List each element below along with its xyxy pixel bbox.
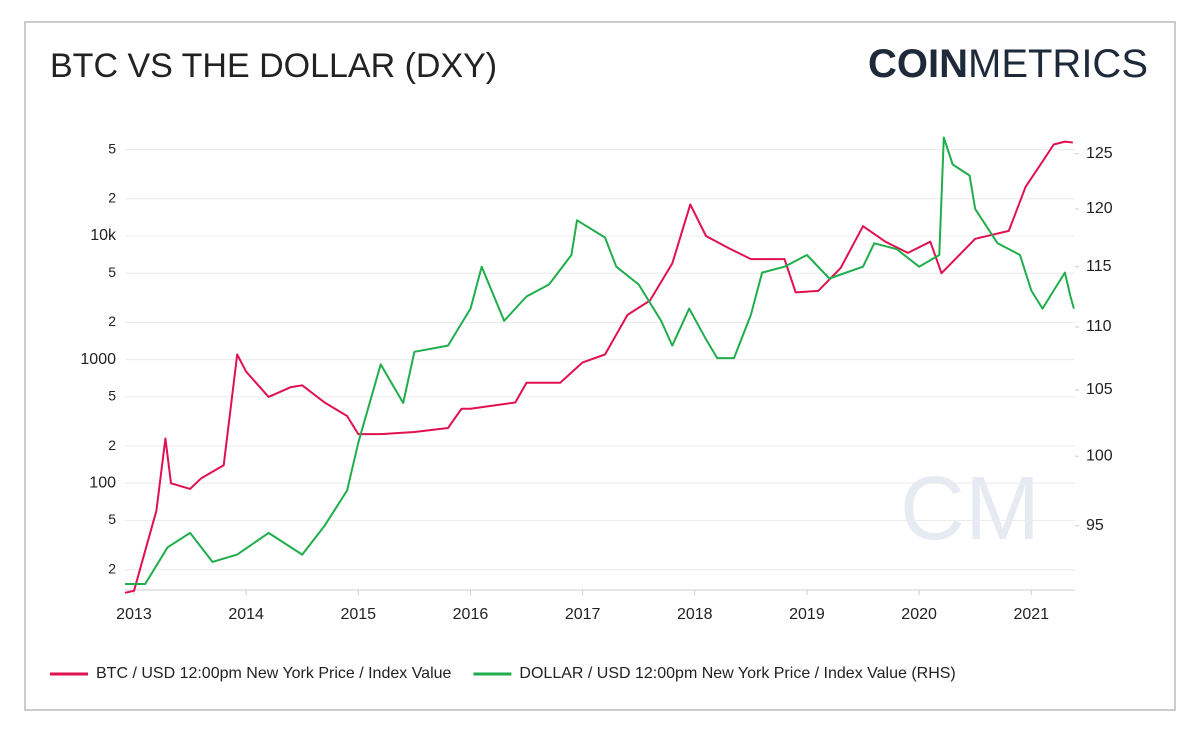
y-tick-label: 5	[108, 511, 116, 527]
frame	[24, 21, 1176, 711]
y-tick-label: 100	[89, 474, 116, 491]
y-tick-label: 10k	[90, 227, 117, 244]
x-tick-label: 2016	[453, 606, 489, 623]
y-tick-label: 1000	[80, 351, 116, 368]
y-tick-label: 5	[108, 388, 116, 404]
y2-tick-label: 100	[1086, 447, 1113, 464]
logo: COINMETRICS	[868, 42, 1148, 86]
x-tick-label: 2013	[116, 606, 152, 623]
y2-tick-label: 110	[1086, 318, 1112, 335]
series-line	[125, 136, 1075, 585]
y2-tick-label: 95	[1086, 517, 1104, 534]
y-tick-label: 5	[108, 264, 116, 280]
y2-tick-label: 125	[1086, 145, 1113, 162]
x-tick-label: 2014	[228, 606, 264, 623]
y-tick-label: 2	[108, 313, 116, 329]
x-tick-label: 2015	[340, 606, 376, 623]
legend-label: BTC / USD 12:00pm New York Price / Index…	[96, 665, 452, 682]
series-line	[124, 140, 1073, 594]
x-tick-label: 2019	[789, 606, 825, 623]
y2-tick-label: 120	[1086, 200, 1113, 217]
legend-label: DOLLAR / USD 12:00pm New York Price / In…	[519, 665, 955, 682]
watermark: CM	[900, 459, 1040, 559]
y-tick-label: 2	[108, 560, 116, 576]
logo-light: METRICS	[968, 42, 1148, 86]
y-tick-label: 2	[108, 437, 116, 453]
y-tick-label: 2	[108, 189, 116, 205]
x-tick-label: 2017	[565, 606, 601, 623]
x-tick-label: 2020	[901, 606, 937, 623]
chart-title: BTC VS THE DOLLAR (DXY)	[50, 47, 497, 85]
x-tick-label: 2018	[677, 606, 713, 623]
logo-bold: COIN	[868, 42, 968, 86]
y2-tick-label: 105	[1086, 381, 1113, 398]
y-tick-label: 5	[108, 140, 116, 156]
x-tick-label: 2021	[1013, 606, 1049, 623]
y2-tick-label: 115	[1086, 258, 1112, 275]
